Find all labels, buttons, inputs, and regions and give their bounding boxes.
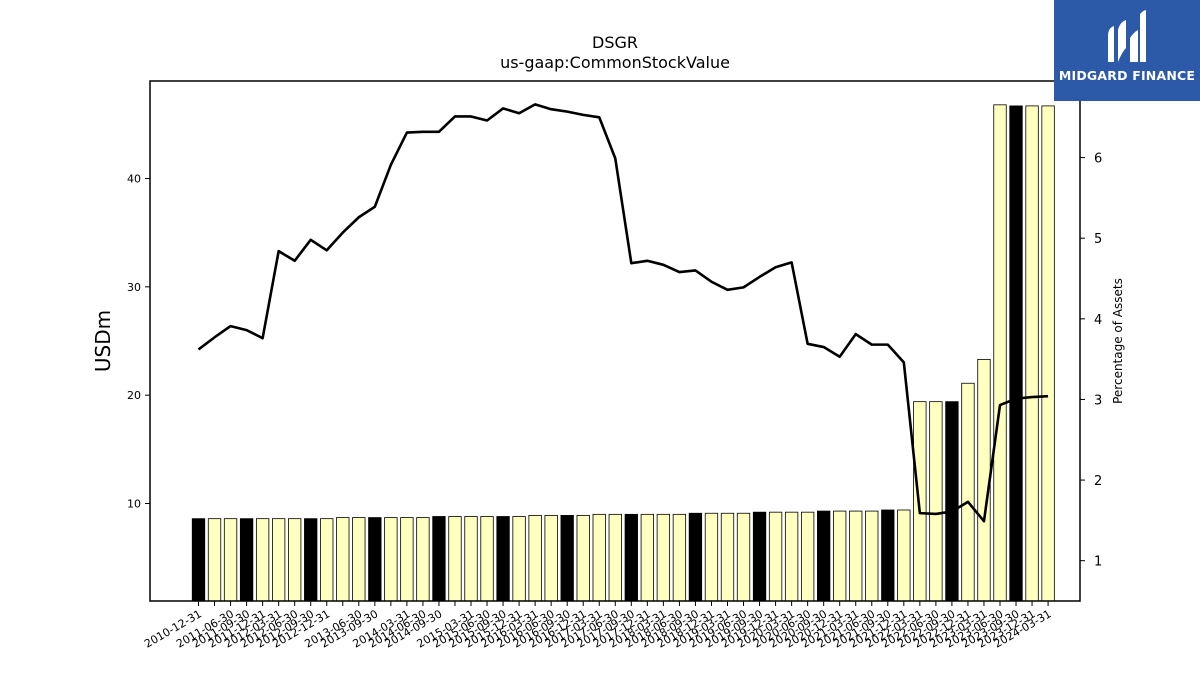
bar-2023-09-30 bbox=[1009, 105, 1023, 602]
bar-2014-06-30 bbox=[416, 517, 430, 602]
bar-2012-06-30 bbox=[288, 518, 302, 602]
bar-2020-06-30 bbox=[800, 511, 815, 602]
bar-2020-03-31 bbox=[784, 511, 799, 602]
y-left-tick-label: 30 bbox=[127, 281, 141, 294]
bar-2014-03-31 bbox=[400, 517, 414, 602]
bar-2019-03-31 bbox=[720, 512, 735, 602]
bar-2011-09-30 bbox=[239, 518, 254, 602]
bar-2018-12-31 bbox=[704, 512, 719, 602]
bar-2014-09-30 bbox=[432, 516, 446, 602]
bar-2014-12-31 bbox=[448, 516, 462, 602]
bar-2016-06-30 bbox=[544, 515, 558, 602]
bar-2016-03-31 bbox=[528, 515, 542, 602]
midgard-logo-icon bbox=[1108, 10, 1146, 62]
bar-2018-06-30 bbox=[672, 513, 687, 602]
bar-2011-03-31 bbox=[207, 518, 222, 602]
y-right-tick-label: 2 bbox=[1094, 474, 1102, 489]
bar-2012-03-31 bbox=[271, 518, 286, 602]
bar-2024-03-31 bbox=[1041, 105, 1055, 602]
y-axis-right-label: Percentage of Assets bbox=[1111, 278, 1125, 404]
y-right-tick-label: 4 bbox=[1094, 313, 1102, 328]
line-layer bbox=[197, 103, 1049, 523]
y-right-tick-label: 6 bbox=[1094, 152, 1102, 167]
bar-2023-06-30 bbox=[993, 104, 1007, 602]
bar-2017-12-31 bbox=[640, 513, 654, 602]
bar-2020-09-30 bbox=[817, 510, 831, 602]
bar-2013-06-30 bbox=[352, 517, 366, 602]
bar-2022-12-31 bbox=[961, 382, 975, 602]
bar-2021-06-30 bbox=[865, 510, 879, 602]
chart-title: DSGR bbox=[592, 33, 638, 52]
bar-2012-09-30 bbox=[304, 518, 318, 602]
bar-2018-03-31 bbox=[656, 513, 671, 602]
bar-2021-09-30 bbox=[881, 509, 895, 602]
axes: 102030401234562010-12-312011-06-302011-0… bbox=[127, 80, 1102, 651]
series-line-percentage-of-assets bbox=[197, 103, 1049, 523]
bar-2023-12-31 bbox=[1025, 105, 1039, 602]
y-right-tick-label: 3 bbox=[1094, 393, 1102, 408]
y-axis-left-label: USDm bbox=[91, 310, 115, 372]
y-left-tick-label: 20 bbox=[127, 389, 141, 402]
bar-2012-12-31 bbox=[320, 518, 334, 602]
bar-2016-12-31 bbox=[576, 515, 590, 602]
bars bbox=[191, 104, 1055, 602]
bar-2019-12-31 bbox=[768, 511, 783, 602]
bar-2022-06-30 bbox=[929, 401, 943, 602]
bar-2016-09-30 bbox=[560, 515, 574, 602]
bar-2015-06-30 bbox=[480, 516, 494, 602]
y-left-tick-label: 10 bbox=[127, 498, 141, 511]
bar-2017-06-30 bbox=[608, 513, 622, 602]
bar-2019-09-30 bbox=[752, 511, 767, 602]
bar-2020-12-31 bbox=[833, 510, 847, 602]
bar-2013-09-30 bbox=[368, 517, 382, 602]
bar-2013-12-31 bbox=[384, 517, 398, 602]
midgard-finance-logo: MIDGARD FINANCE bbox=[1054, 0, 1200, 101]
bar-2018-09-30 bbox=[688, 512, 703, 602]
bar-2022-09-30 bbox=[945, 401, 959, 602]
bar-2015-09-30 bbox=[496, 516, 510, 602]
y-right-tick-label: 5 bbox=[1094, 232, 1102, 247]
bar-2021-03-31 bbox=[849, 510, 863, 602]
bar-2010-12-31 bbox=[191, 518, 206, 602]
bar-2013-03-31 bbox=[336, 517, 350, 602]
bar-2011-12-31 bbox=[255, 518, 270, 602]
bar-2017-09-30 bbox=[624, 513, 638, 602]
logo-text: MIDGARD FINANCE bbox=[1058, 68, 1196, 83]
bar-2015-12-31 bbox=[512, 516, 526, 602]
y-left-tick-label: 40 bbox=[127, 173, 141, 186]
bar-2017-03-31 bbox=[592, 513, 606, 602]
y-right-tick-label: 1 bbox=[1094, 555, 1102, 570]
bar-2021-12-31 bbox=[897, 509, 911, 602]
bar-2011-06-30 bbox=[223, 518, 238, 602]
chart-subtitle: us-gaap:CommonStockValue bbox=[500, 53, 730, 72]
bar-2019-06-30 bbox=[736, 512, 751, 602]
bar-2015-03-31 bbox=[464, 516, 478, 602]
